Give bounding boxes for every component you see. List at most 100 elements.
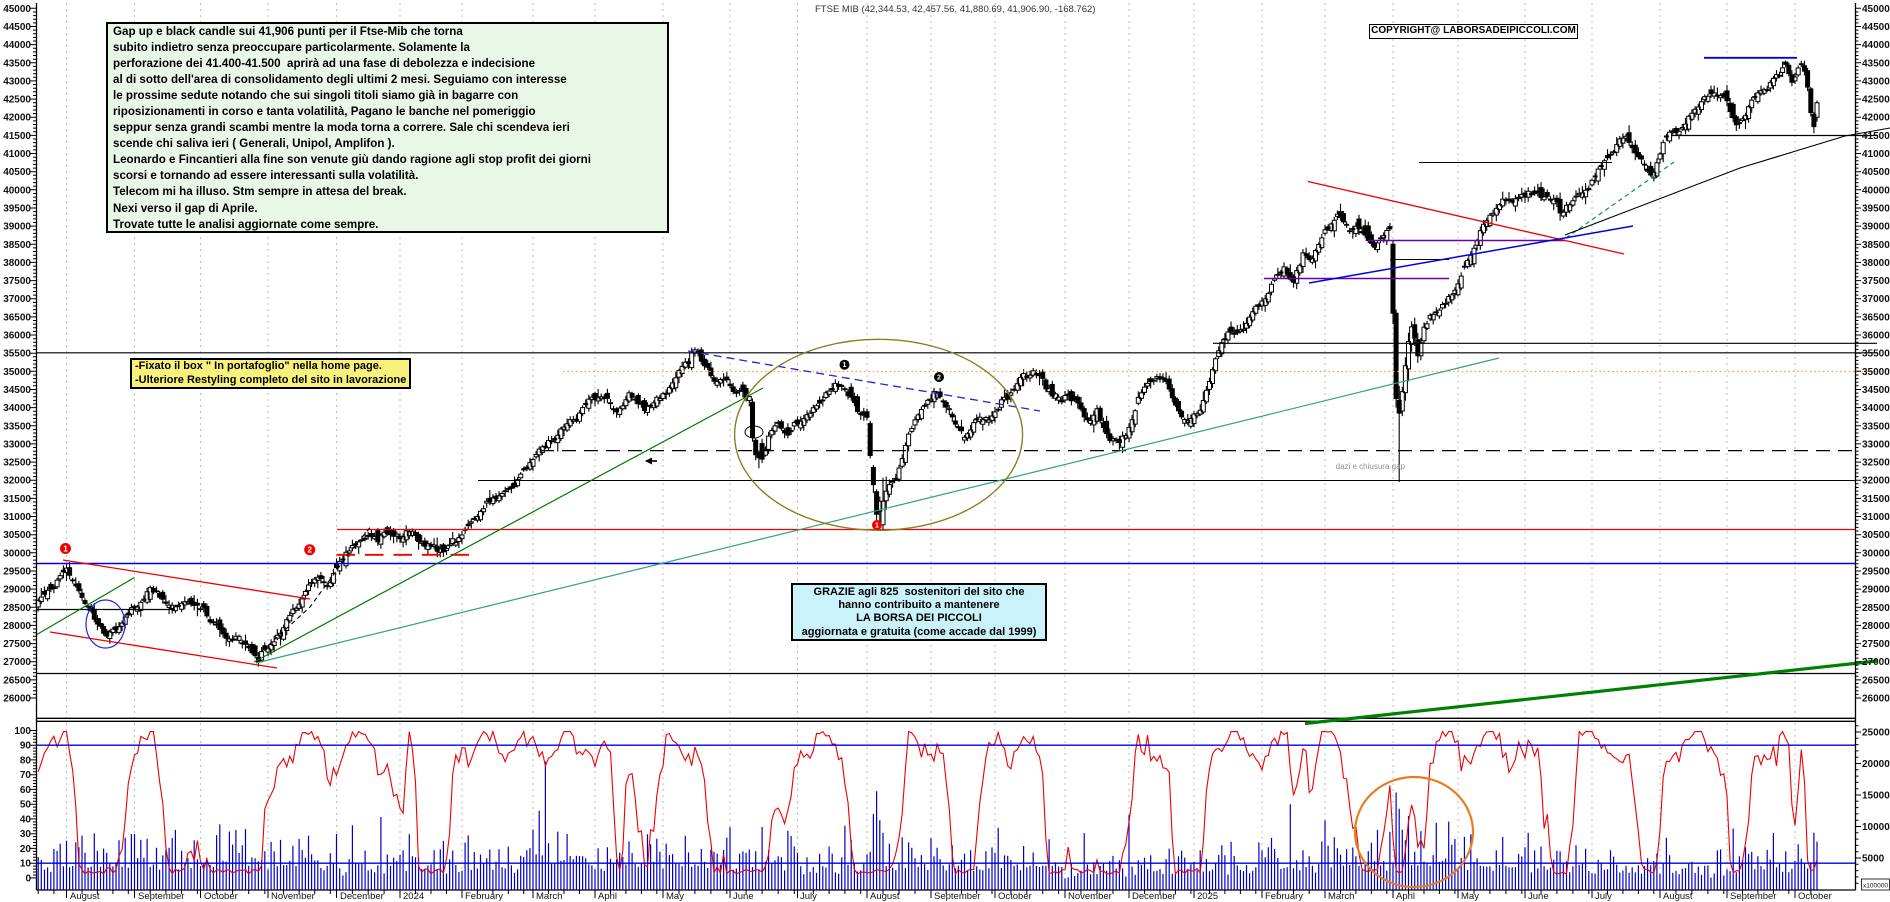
- svg-text:10: 10: [20, 859, 32, 870]
- svg-text:March: March: [1328, 891, 1354, 902]
- svg-text:40000: 40000: [1862, 185, 1890, 196]
- svg-text:December: December: [1132, 891, 1176, 902]
- svg-text:FTSE MIB (42,344.53, 42,457.56: FTSE MIB (42,344.53, 42,457.56, 41,880.6…: [815, 4, 1095, 15]
- svg-text:60: 60: [20, 785, 32, 796]
- svg-text:90: 90: [20, 741, 32, 752]
- svg-text:100: 100: [14, 726, 31, 737]
- svg-text:27000: 27000: [3, 657, 31, 668]
- svg-text:36000: 36000: [1862, 331, 1890, 342]
- svg-text:33000: 33000: [3, 439, 31, 450]
- svg-text:31500: 31500: [3, 494, 31, 505]
- svg-text:February: February: [1265, 891, 1303, 902]
- svg-text:2: 2: [307, 546, 312, 555]
- svg-text:37500: 37500: [3, 276, 31, 287]
- svg-text:25000: 25000: [1862, 728, 1890, 739]
- svg-text:5000: 5000: [1862, 854, 1885, 865]
- svg-text:27000: 27000: [1862, 657, 1890, 668]
- svg-text:10000: 10000: [1862, 822, 1890, 833]
- svg-text:28500: 28500: [1862, 603, 1890, 614]
- svg-text:29000: 29000: [1862, 585, 1890, 596]
- svg-text:32000: 32000: [1862, 476, 1890, 487]
- svg-text:44000: 44000: [1862, 40, 1890, 51]
- svg-text:31000: 31000: [1862, 512, 1890, 523]
- svg-text:February: February: [465, 891, 503, 902]
- svg-text:39000: 39000: [1862, 222, 1890, 233]
- svg-text:x100000: x100000: [1863, 883, 1888, 890]
- svg-text:30500: 30500: [1862, 530, 1890, 541]
- svg-text:April: April: [598, 891, 617, 902]
- svg-text:November: November: [271, 891, 315, 902]
- svg-text:38000: 38000: [1862, 258, 1890, 269]
- svg-text:July: July: [800, 891, 817, 902]
- svg-text:28500: 28500: [3, 603, 31, 614]
- svg-text:29000: 29000: [3, 585, 31, 596]
- svg-text:35000: 35000: [3, 367, 31, 378]
- svg-text:20: 20: [20, 844, 32, 855]
- svg-text:42500: 42500: [1862, 95, 1890, 106]
- svg-text:40500: 40500: [3, 167, 31, 178]
- svg-text:34500: 34500: [1862, 385, 1890, 396]
- svg-text:34500: 34500: [3, 385, 31, 396]
- svg-text:dazi e chiusura gap: dazi e chiusura gap: [1336, 462, 1406, 471]
- svg-text:35500: 35500: [1862, 349, 1890, 360]
- svg-text:October: October: [204, 891, 238, 902]
- svg-text:26500: 26500: [3, 675, 31, 686]
- svg-text:15000: 15000: [1862, 791, 1890, 802]
- svg-text:November: November: [1068, 891, 1112, 902]
- svg-text:2025: 2025: [1197, 891, 1218, 902]
- svg-text:26000: 26000: [1862, 694, 1890, 705]
- svg-text:May: May: [666, 891, 684, 902]
- svg-text:26500: 26500: [1862, 675, 1890, 686]
- svg-text:43000: 43000: [1862, 76, 1890, 87]
- svg-text:38000: 38000: [3, 258, 31, 269]
- svg-text:September: September: [934, 891, 980, 902]
- svg-text:30000: 30000: [3, 548, 31, 559]
- svg-text:28000: 28000: [3, 621, 31, 632]
- svg-text:39500: 39500: [1862, 204, 1890, 215]
- svg-text:36500: 36500: [1862, 312, 1890, 323]
- svg-text:37000: 37000: [1862, 294, 1890, 305]
- svg-text:43000: 43000: [3, 76, 31, 87]
- svg-text:September: September: [138, 891, 184, 902]
- svg-text:44500: 44500: [3, 22, 31, 33]
- svg-text:30500: 30500: [3, 530, 31, 541]
- svg-text:32500: 32500: [1862, 458, 1890, 469]
- svg-text:1: 1: [63, 544, 68, 553]
- svg-text:October: October: [1798, 891, 1832, 902]
- svg-text:28000: 28000: [1862, 621, 1890, 632]
- svg-text:40500: 40500: [1862, 167, 1890, 178]
- svg-text:36500: 36500: [3, 312, 31, 323]
- svg-text:1: 1: [843, 362, 847, 369]
- svg-text:42000: 42000: [1862, 113, 1890, 124]
- svg-text:80: 80: [20, 755, 32, 766]
- svg-text:45000: 45000: [3, 4, 31, 15]
- svg-text:27500: 27500: [3, 639, 31, 650]
- svg-text:20000: 20000: [1862, 759, 1890, 770]
- svg-text:44500: 44500: [1862, 22, 1890, 33]
- svg-text:0: 0: [25, 873, 31, 884]
- svg-text:35500: 35500: [3, 349, 31, 360]
- svg-text:41000: 41000: [3, 149, 31, 160]
- svg-text:34000: 34000: [1862, 403, 1890, 414]
- svg-text:October: October: [998, 891, 1032, 902]
- svg-text:August: August: [870, 891, 900, 902]
- svg-text:33500: 33500: [1862, 421, 1890, 432]
- svg-text:70: 70: [20, 770, 32, 781]
- svg-text:2: 2: [937, 375, 941, 382]
- svg-text:35000: 35000: [1862, 367, 1890, 378]
- svg-text:30: 30: [20, 829, 32, 840]
- svg-text:31500: 31500: [1862, 494, 1890, 505]
- svg-text:July: July: [1595, 891, 1612, 902]
- svg-text:41500: 41500: [3, 131, 31, 142]
- svg-text:29500: 29500: [3, 567, 31, 578]
- svg-text:40000: 40000: [3, 185, 31, 196]
- svg-text:45000: 45000: [1862, 4, 1890, 15]
- svg-text:43500: 43500: [3, 58, 31, 69]
- svg-text:33000: 33000: [1862, 439, 1890, 450]
- svg-text:May: May: [1461, 891, 1479, 902]
- svg-text:32000: 32000: [3, 476, 31, 487]
- svg-text:2024: 2024: [403, 891, 424, 902]
- svg-text:37500: 37500: [1862, 276, 1890, 287]
- svg-text:1: 1: [875, 523, 879, 530]
- svg-text:27500: 27500: [1862, 639, 1890, 650]
